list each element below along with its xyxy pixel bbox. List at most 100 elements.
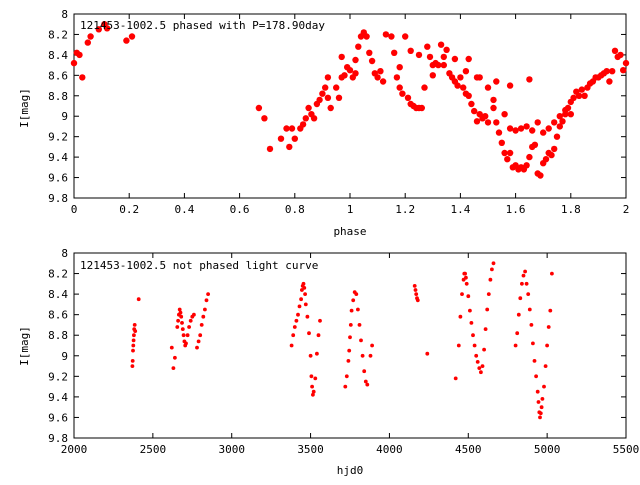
data-point	[415, 298, 420, 303]
data-point	[466, 294, 471, 299]
data-point	[206, 292, 211, 296]
x-tick-label: 5000	[534, 443, 561, 456]
data-point	[103, 25, 111, 32]
data-point	[204, 298, 209, 303]
data-point	[255, 104, 263, 112]
data-point	[311, 389, 316, 394]
data-point	[609, 68, 616, 75]
data-point	[180, 327, 185, 331]
data-point	[365, 382, 370, 387]
y-tick-label: 9.6	[48, 172, 68, 185]
data-point	[520, 281, 524, 286]
data-point	[136, 297, 141, 302]
data-point	[277, 135, 285, 142]
data-point	[575, 92, 583, 100]
data-point	[131, 348, 135, 353]
data-point	[346, 67, 354, 74]
data-point	[465, 92, 472, 100]
data-point	[474, 353, 479, 358]
data-point	[349, 308, 354, 313]
data-point	[536, 400, 541, 404]
data-point	[316, 333, 321, 338]
data-point	[393, 74, 401, 81]
plot-frame	[73, 252, 627, 439]
data-point	[184, 341, 188, 346]
data-point	[578, 86, 585, 93]
data-point	[429, 72, 436, 79]
y-tick-label: 9.8	[48, 192, 68, 205]
data-point	[527, 307, 532, 312]
data-point	[87, 33, 94, 40]
data-point	[396, 84, 403, 91]
phased-plot: 0 0.2 0.4 0.6 0.8 1 1.2 1.4 1.6 1.8 2 8 8.2 8.4 8.6 8.…	[18, 8, 629, 238]
data-point	[472, 343, 477, 348]
data-point	[421, 84, 428, 91]
y-tick-label: 8.8	[48, 90, 68, 103]
data-point	[538, 415, 542, 420]
data-point	[526, 76, 533, 83]
data-point	[415, 51, 423, 59]
data-point	[76, 51, 83, 59]
x-tick-label: 3000	[218, 443, 245, 456]
data-point	[343, 384, 348, 389]
data-point	[493, 78, 500, 85]
data-point	[347, 348, 352, 353]
data-point	[305, 104, 312, 112]
data-point	[357, 323, 362, 327]
data-point	[352, 56, 359, 64]
y-tick-label: 9.6	[48, 411, 68, 424]
data-point	[95, 26, 103, 33]
y-tick-label: 8.2	[48, 268, 68, 281]
data-point	[562, 106, 569, 114]
x-tick-label: 0.2	[119, 203, 139, 216]
data-point	[465, 55, 472, 63]
data-point	[460, 292, 464, 296]
y-tick-label: 8.6	[48, 309, 68, 322]
data-point	[464, 275, 468, 280]
data-point	[313, 376, 318, 381]
y-tick-label: 8.2	[48, 28, 68, 41]
data-point	[310, 384, 314, 389]
data-point	[529, 127, 536, 134]
data-point	[289, 343, 294, 348]
data-point	[266, 145, 274, 153]
data-point	[504, 156, 511, 163]
data-point	[324, 94, 332, 102]
x-tick-label: 4500	[455, 443, 482, 456]
y-tick-label: 9.4	[48, 151, 68, 164]
data-point	[617, 51, 624, 59]
data-point	[292, 325, 297, 329]
data-point	[288, 125, 296, 132]
data-point	[195, 345, 199, 350]
data-point	[297, 304, 302, 309]
data-point	[468, 100, 475, 108]
data-point	[294, 318, 299, 323]
x-tick-label: 5500	[613, 443, 640, 456]
data-point	[324, 74, 332, 81]
data-point	[131, 338, 136, 343]
data-point	[356, 307, 360, 312]
data-point	[352, 70, 359, 77]
data-point	[475, 360, 480, 364]
data-point	[513, 343, 518, 348]
data-point	[362, 369, 367, 374]
data-point	[476, 74, 483, 81]
data-point	[261, 115, 268, 122]
data-point	[517, 125, 525, 132]
data-point	[556, 123, 563, 130]
data-point	[538, 411, 543, 416]
data-point	[453, 376, 458, 381]
data-point	[523, 269, 527, 274]
data-point	[130, 359, 135, 363]
data-point	[309, 374, 314, 379]
x-tick-label: 4000	[376, 443, 403, 456]
data-point	[132, 333, 136, 338]
data-point	[196, 339, 201, 344]
data-point	[374, 74, 381, 81]
data-point	[319, 90, 326, 97]
light-curve-plot: 2000 2500 3000 3500 4000 4500 5000 5500 8 8.2 8.4…	[18, 247, 639, 477]
data-point	[437, 41, 445, 48]
data-point	[456, 343, 461, 348]
data-point	[303, 292, 307, 296]
